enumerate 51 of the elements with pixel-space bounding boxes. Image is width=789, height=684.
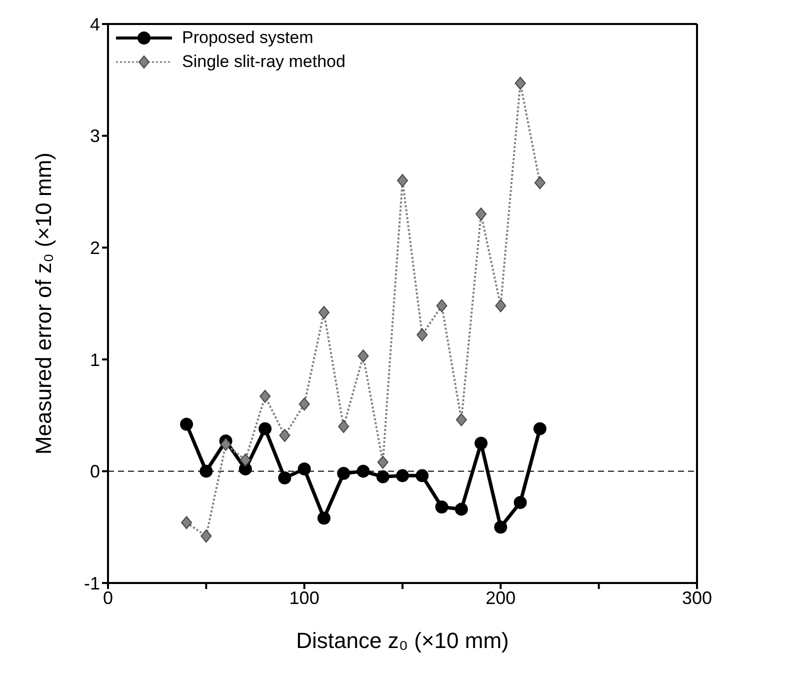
y-axis-title: Measured error of z₀ (×10 mm) — [30, 152, 56, 454]
point — [279, 428, 290, 442]
point — [436, 299, 448, 312]
point — [180, 418, 194, 431]
point — [514, 76, 526, 90]
point — [260, 390, 271, 403]
y-tick-label: 3 — [90, 126, 100, 146]
point — [534, 176, 546, 190]
x-tick-label: 0 — [102, 588, 114, 608]
point — [533, 422, 546, 436]
y-tick-label: -1 — [84, 573, 100, 594]
point — [377, 456, 388, 469]
point — [238, 462, 252, 476]
x-tick-label: 100 — [289, 588, 320, 608]
point — [397, 174, 408, 188]
point — [318, 306, 330, 319]
point — [514, 496, 527, 510]
point — [200, 530, 212, 543]
point — [258, 422, 272, 436]
y-tick-label: 1 — [90, 350, 100, 370]
point — [376, 470, 390, 484]
point — [240, 454, 251, 467]
point — [474, 436, 488, 450]
point — [298, 462, 311, 476]
point — [338, 420, 350, 433]
point — [454, 502, 468, 516]
point — [416, 328, 428, 342]
point — [200, 464, 213, 478]
point — [358, 350, 369, 363]
point — [181, 516, 192, 530]
point — [476, 208, 487, 221]
point — [337, 466, 350, 480]
y-tick-label: 4 — [90, 14, 100, 34]
point — [495, 299, 506, 312]
point — [416, 469, 429, 482]
x-axis-title: Distance z₀ (×10 mm) — [296, 628, 509, 653]
y-tick-label: 2 — [90, 238, 100, 258]
x-tick-label: 200 — [486, 588, 516, 608]
point — [278, 471, 292, 484]
y-tick-label: 0 — [90, 462, 100, 482]
point — [220, 438, 232, 451]
point — [317, 512, 330, 525]
point — [396, 469, 409, 482]
point — [356, 464, 370, 478]
point — [298, 398, 310, 411]
legend-label: Single slit-ray method — [182, 51, 346, 73]
point — [456, 413, 467, 426]
point — [494, 520, 508, 534]
point — [435, 500, 448, 514]
legend-label: Proposed system — [182, 27, 314, 49]
x-tick-label: 300 — [682, 588, 712, 608]
